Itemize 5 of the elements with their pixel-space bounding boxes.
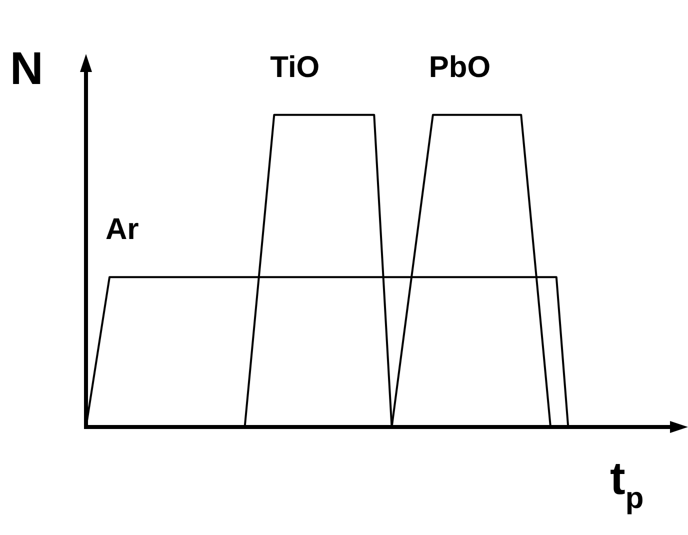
series-label: Ar: [106, 213, 140, 246]
y-axis-title: N: [10, 42, 44, 94]
series-label: PbO: [428, 50, 491, 84]
series-label: TiO: [270, 50, 320, 84]
x-axis-title: t$_{p}$: [610, 452, 644, 515]
